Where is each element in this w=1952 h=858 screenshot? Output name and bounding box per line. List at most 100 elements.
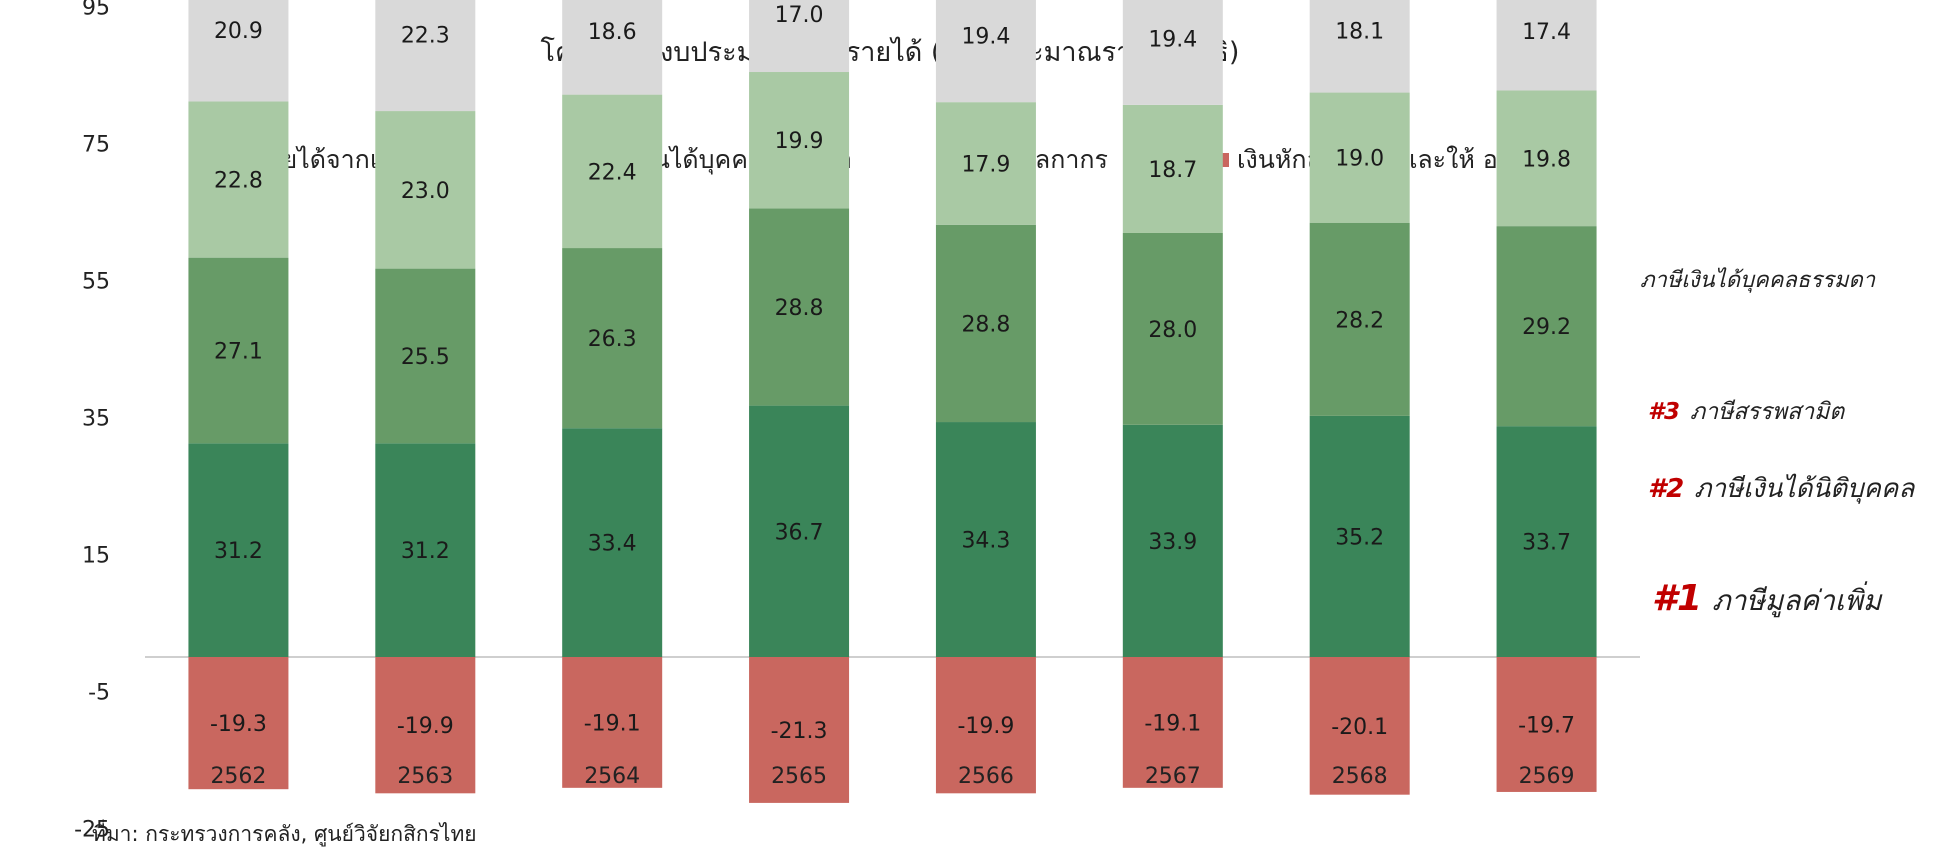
data-label: 26.3 [588,327,637,352]
data-label: 25.5 [401,345,450,370]
y-tick-label: 55 [82,269,110,294]
bar-segment [562,428,663,657]
data-label: 28.2 [1335,308,1384,333]
x-tick-label: 2564 [584,764,640,789]
side-label-vat: #1 ภาษีมูลค่าเพิ่ม [1652,578,1881,623]
bar-segment [1122,657,1223,788]
bar-segment [188,0,289,102]
data-label: 31.2 [214,539,263,564]
bar-segment [188,257,289,444]
data-label: -19.7 [1518,713,1575,738]
bar-segment [375,0,476,112]
data-label: 27.1 [214,339,263,364]
data-label: 20.9 [214,19,263,44]
data-label: 17.9 [961,152,1010,177]
data-label: 18.7 [1148,158,1197,183]
data-label: 31.2 [401,539,450,564]
data-label: 28.8 [775,296,824,321]
x-tick-label: 2567 [1145,764,1201,789]
data-label: 33.9 [1148,530,1197,555]
data-label: 19.0 [1335,147,1384,172]
bar-segment [935,102,1036,225]
x-tick-label: 2563 [397,764,453,789]
bar-segment [562,94,663,249]
data-label: 29.2 [1522,315,1571,340]
y-tick-label: 75 [82,132,110,157]
data-label: 19.4 [961,25,1010,50]
bar-segment [562,0,663,95]
bar-segment [1496,0,1597,91]
bar-segment [749,208,850,406]
data-label: 18.1 [1335,20,1384,45]
data-label: 23.0 [401,179,450,204]
bar-segment [1309,0,1410,93]
bar-segment [1122,0,1223,105]
bar-segment [1309,222,1410,416]
bar-segment [1309,92,1410,223]
data-label: 35.2 [1335,525,1384,550]
data-label: 28.0 [1148,318,1197,343]
y-tick-label: -25 [74,817,110,842]
data-label: 19.8 [1522,147,1571,172]
y-tick-label: 35 [82,406,110,431]
bar-segment [188,101,289,258]
data-label: -19.9 [397,714,454,739]
y-tick-label: 15 [82,543,110,568]
data-label: -20.1 [1331,715,1388,740]
bar-segment [935,422,1036,657]
data-label: 17.4 [1522,20,1571,45]
x-tick-label: 2562 [210,764,266,789]
bar-segment [1496,90,1597,227]
bar-segment [935,224,1036,423]
side-label-rank: #1 [1652,578,1703,619]
data-label: -19.3 [210,712,267,737]
x-tick-label: 2565 [771,764,827,789]
x-tick-label: 2569 [1519,764,1575,789]
bar-segment [749,72,850,209]
data-label: 36.7 [775,520,824,545]
side-label-personal-income-tax: ภาษีเงินได้บุคคลธรรมดา [1640,262,1875,297]
side-label-text: ภาษีเงินได้บุคคลธรรมดา [1640,268,1876,293]
bar-segment [1496,657,1597,792]
data-label: -19.9 [957,714,1014,739]
data-label: 17.0 [775,3,824,28]
side-label-excise-tax: #3 ภาษีสรรพสามิต [1648,394,1844,430]
bar-segment [375,443,476,657]
bar-segment [749,657,850,803]
bar-segment [562,657,663,788]
bar-segment [1496,426,1597,657]
source-note: ที่มา: กระทรวงการคลัง, ศูนย์วิจัยกสิกรไท… [92,822,477,846]
bar-segment [188,443,289,657]
data-label: 22.4 [588,160,637,185]
side-label-text: ภาษีมูลค่าเพิ่ม [1712,584,1882,617]
bar-segment [749,405,850,657]
data-label: -21.3 [771,719,828,744]
bar-segment [375,657,476,794]
bar-segment [188,657,289,790]
bar-segment [749,0,850,73]
data-label: 33.7 [1522,531,1571,556]
y-tick-label: -5 [88,680,110,705]
data-label: 19.9 [775,129,824,154]
data-label: -19.1 [1144,711,1201,736]
bar-segment [1122,424,1223,657]
y-tick-label: 95 [82,0,110,20]
data-label: -19.1 [584,711,641,736]
x-tick-label: 2568 [1332,764,1388,789]
data-label: 22.8 [214,169,263,194]
data-label: 19.4 [1148,27,1197,52]
x-tick-label: 2566 [958,764,1014,789]
bar-segment [1309,657,1410,795]
bar-segment [1309,415,1410,657]
data-label: 33.4 [588,532,637,557]
bar-segment [1122,104,1223,233]
bar-segment [1496,226,1597,427]
bar-segment [1122,232,1223,425]
data-label: 18.6 [588,20,637,45]
data-label: 22.3 [401,24,450,49]
bar-segment [935,0,1036,103]
bar-segment [562,248,663,429]
data-label: 34.3 [961,529,1010,554]
